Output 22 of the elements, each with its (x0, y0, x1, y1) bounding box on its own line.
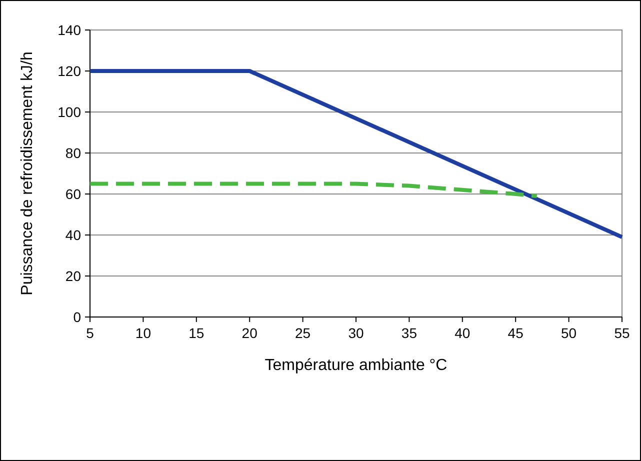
y-tick-label: 80 (65, 144, 82, 161)
x-tick-label: 20 (242, 325, 258, 341)
y-tick-label: 120 (58, 62, 82, 79)
x-tick-label: 5 (86, 325, 94, 341)
y-tick-label: 140 (58, 22, 82, 38)
x-tick-label: 30 (348, 325, 364, 341)
line-series (88, 182, 539, 198)
x-tick-label: 10 (135, 325, 152, 341)
x-tick-label: 15 (188, 325, 204, 341)
x-tick-label: 45 (508, 325, 524, 341)
y-tick-label: 100 (58, 104, 82, 120)
y-axis-title: Puissance de refroidissement kJ/h (19, 52, 36, 296)
x-tick-label: 35 (401, 325, 418, 341)
y-tick-label: 0 (73, 308, 82, 325)
x-tick-label: 40 (454, 325, 470, 341)
x-axis-title: Température ambiante °C (264, 357, 448, 374)
y-tick-label: 20 (65, 268, 82, 284)
x-tick-label: 55 (614, 325, 630, 341)
x-tick-label: 25 (295, 325, 311, 341)
y-tick-label: 60 (65, 186, 82, 202)
y-tick-label: 40 (65, 226, 82, 243)
x-tick-label: 50 (561, 325, 577, 341)
